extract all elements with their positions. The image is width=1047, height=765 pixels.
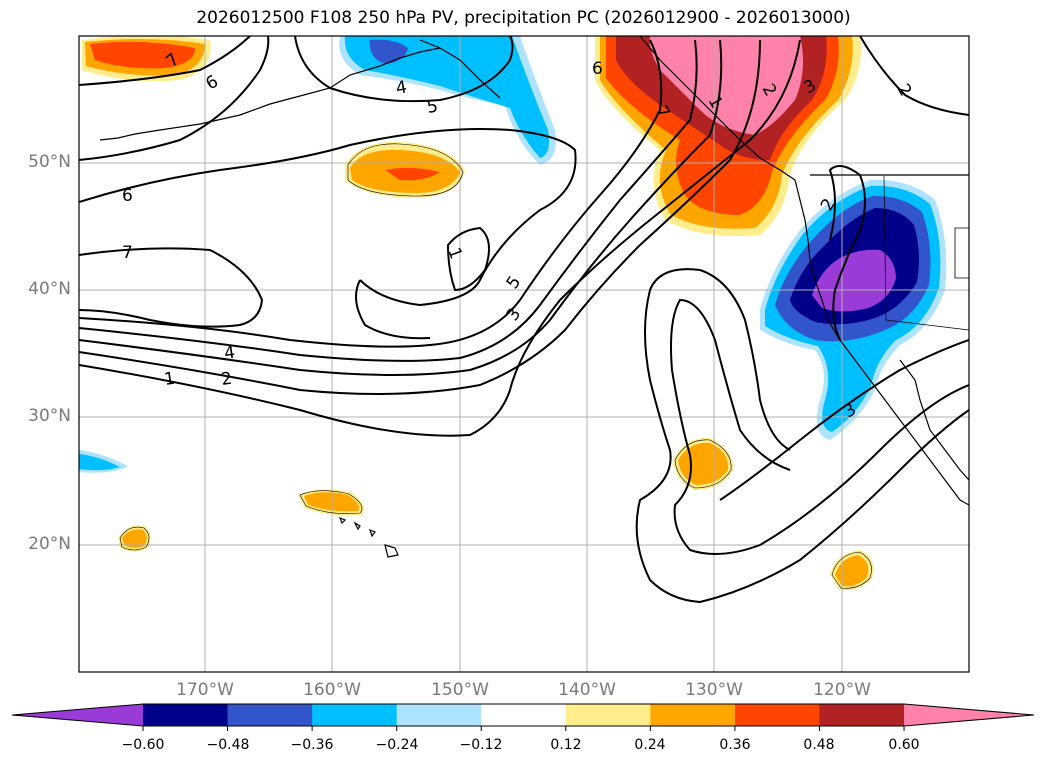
map-frame <box>78 35 970 673</box>
colorbar-swatch <box>312 704 398 726</box>
map-title: 2026012500 F108 250 hPa PV, precipitatio… <box>196 8 851 28</box>
contour-label: 2 <box>220 369 234 390</box>
colorbar-swatch <box>819 704 905 726</box>
lon-label-140w: 140°W <box>558 680 616 700</box>
colorbar-tick-label: 0.36 <box>719 737 751 753</box>
coastlines <box>99 36 969 558</box>
precip-area <box>79 454 120 471</box>
precip-area <box>369 39 408 64</box>
precip-shading <box>79 36 947 591</box>
colorbar-swatch <box>565 704 651 726</box>
colorbar-swatch <box>650 704 736 726</box>
contour-label: 4 <box>394 77 408 99</box>
colorbar-tick-label: 0.48 <box>803 737 835 753</box>
contour-label: 6 <box>592 59 603 79</box>
colorbar-swatch <box>227 704 313 726</box>
lat-label-50n: 50°N <box>28 152 71 172</box>
colorbar-swatch <box>734 704 820 726</box>
contour-label: 6 <box>122 186 133 206</box>
precip-area <box>122 529 147 548</box>
lat-label-20n: 20°N <box>28 534 71 554</box>
precip-area <box>385 167 440 181</box>
precip-area <box>812 249 896 312</box>
precip-outlines <box>119 143 872 589</box>
lon-label-150w: 150°W <box>431 680 489 700</box>
precip-area <box>344 36 549 158</box>
colorbar-tick-label: −0.12 <box>459 737 503 753</box>
contour-label: 4 <box>223 343 237 364</box>
pv-contours <box>79 36 969 604</box>
colorbar <box>11 703 1035 731</box>
gridlines <box>79 36 969 672</box>
contour-label: 1 <box>163 369 177 390</box>
contour-label: 1 <box>443 245 465 262</box>
lon-label-160w: 160°W <box>303 680 361 700</box>
colorbar-tick-label: −0.36 <box>290 737 334 753</box>
lat-label-40n: 40°N <box>28 279 71 299</box>
colorbar-swatch <box>143 704 229 726</box>
colorbar-tick-label: −0.60 <box>121 737 165 753</box>
lon-label-120w: 120°W <box>813 680 871 700</box>
contour-label: 7 <box>122 243 133 263</box>
colorbar-extension-high <box>904 704 1034 726</box>
colorbar-tick-label: 0.24 <box>634 737 666 753</box>
contour-label: 2 <box>893 81 916 100</box>
colorbar-tick-label: 0.60 <box>888 737 920 753</box>
precip-area <box>649 36 804 135</box>
colorbar-tick-label: −0.24 <box>375 737 419 753</box>
precip-area <box>835 555 869 587</box>
colorbar-extension-low <box>12 704 143 726</box>
contour-label: 5 <box>425 96 439 118</box>
precip-area <box>90 41 195 69</box>
lon-label-170w: 170°W <box>176 680 234 700</box>
colorbar-swatch <box>481 704 567 726</box>
colorbar-tick-label: −0.48 <box>206 737 250 753</box>
map-plot-area <box>79 36 969 672</box>
lon-label-130w: 130°W <box>685 680 743 700</box>
colorbar-swatch <box>396 704 482 726</box>
lat-label-30n: 30°N <box>28 406 71 426</box>
colorbar-tick-label: 0.12 <box>550 737 582 753</box>
